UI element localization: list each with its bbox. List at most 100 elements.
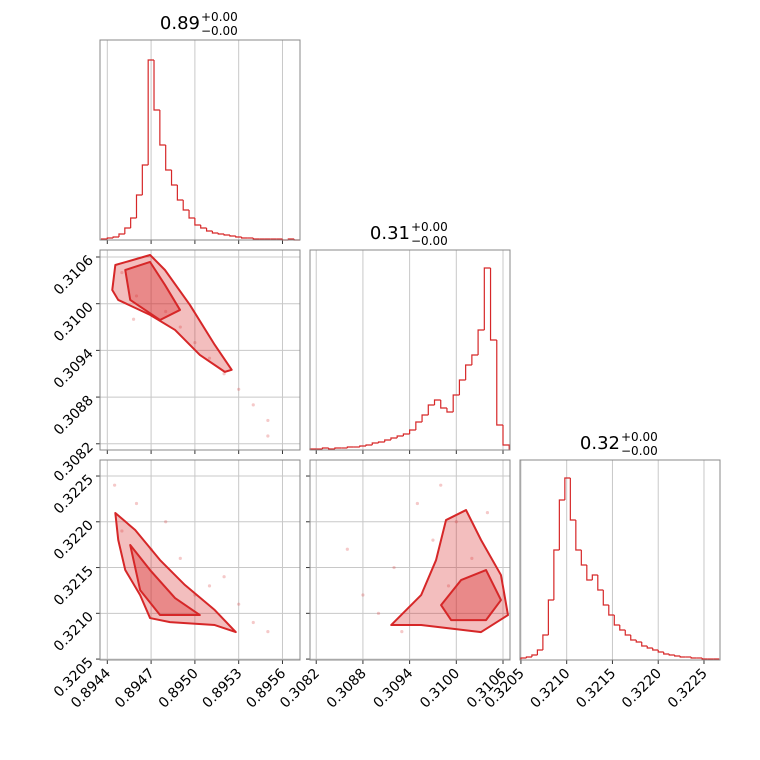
histogram-bin <box>635 640 642 643</box>
panel-frame <box>309 459 511 661</box>
x-tick-label: 0.3100 <box>417 666 463 712</box>
sample-point <box>178 556 182 560</box>
x-tick-label: 0.8953 <box>200 666 246 712</box>
sample-point <box>392 565 396 570</box>
title-upper: +0.00 <box>621 430 658 444</box>
histogram-bin <box>365 444 373 446</box>
x-tick-label: 0.8950 <box>156 666 202 712</box>
histogram-bin <box>229 235 236 237</box>
sample-point <box>134 294 139 298</box>
histogram-bin <box>489 268 497 341</box>
histogram-bin <box>359 445 367 447</box>
histogram-bin <box>641 642 648 647</box>
histogram-bin <box>211 231 219 234</box>
histogram-bin <box>182 200 190 211</box>
sample-point <box>439 483 443 487</box>
histogram-bin <box>135 194 143 218</box>
panel-frame <box>99 39 301 241</box>
y-tick-label: 0.3215 <box>51 563 97 609</box>
panel-frame <box>519 459 721 661</box>
x-tick-label: 0.3094 <box>370 665 416 711</box>
sample-point <box>251 403 255 407</box>
histogram-bin <box>409 429 416 434</box>
histogram-bin <box>657 650 664 653</box>
histogram-bin <box>252 238 260 240</box>
sample-point <box>470 556 474 560</box>
histogram-bin <box>630 635 637 641</box>
histogram-bin <box>334 447 342 449</box>
histogram-bin <box>542 634 549 650</box>
histogram-bin <box>130 217 137 228</box>
sample-point <box>193 341 197 345</box>
panel-title: 0.32 <box>580 433 620 454</box>
panel-frame <box>99 459 301 661</box>
histogram-bin <box>690 657 697 659</box>
sample-point <box>222 372 226 376</box>
histogram-bin <box>124 227 131 234</box>
sample-point <box>376 611 381 615</box>
histogram-bin <box>118 233 125 237</box>
y-tick-label: 0.3210 <box>51 609 97 655</box>
y-tick-label: 0.3094 <box>51 346 97 392</box>
sample-point <box>164 520 168 524</box>
histogram-bin <box>147 59 155 165</box>
sample-point <box>446 584 451 588</box>
sample-point <box>207 356 212 360</box>
histogram-bin <box>321 447 329 449</box>
sample-point <box>431 538 435 542</box>
histogram-bin <box>564 477 571 500</box>
histogram-bin <box>525 656 532 658</box>
histogram-bin <box>458 379 466 395</box>
histogram-bin <box>415 421 423 430</box>
histogram-bin <box>586 565 593 581</box>
histogram-bin <box>465 364 472 380</box>
density-contour <box>390 509 509 634</box>
histogram-bin <box>701 658 708 660</box>
histogram-bin <box>483 267 491 330</box>
histogram-bin <box>452 394 460 412</box>
histogram-bin <box>580 550 587 566</box>
histogram-bin <box>446 408 454 413</box>
histogram-bin <box>674 655 681 657</box>
histogram-bin <box>477 329 485 355</box>
density-contour <box>114 511 237 634</box>
sample-point <box>120 529 124 533</box>
histogram-bin <box>371 442 379 445</box>
density-contour <box>129 544 201 617</box>
histogram-bin <box>141 164 149 195</box>
histogram-bin <box>496 340 503 426</box>
x-tick-label: 0.3220 <box>619 666 665 712</box>
sample-point <box>237 602 241 606</box>
histogram-bin <box>597 575 604 591</box>
histogram-bin <box>241 237 248 239</box>
histogram-bin <box>558 499 565 550</box>
histogram-bin <box>520 657 527 660</box>
panel-title: 0.89 <box>160 13 200 34</box>
histogram-bin <box>471 354 479 365</box>
histogram-bin <box>646 646 653 649</box>
histogram-bin <box>536 649 543 655</box>
histogram-bin <box>328 448 335 450</box>
histogram-bin <box>668 654 675 656</box>
y-tick-label: 0.3100 <box>51 299 97 345</box>
sample-point <box>134 501 139 506</box>
histogram-bin <box>159 110 166 146</box>
histogram-bin <box>112 236 119 238</box>
histogram-bin <box>440 400 447 409</box>
panel-frame <box>99 249 301 451</box>
histogram-bin <box>235 236 242 238</box>
histogram-bin <box>205 228 213 232</box>
sample-point <box>266 630 270 634</box>
histogram-bin <box>553 549 560 600</box>
histogram-bin <box>433 399 441 405</box>
sample-point <box>415 501 419 506</box>
histogram-bin <box>619 625 626 631</box>
y-tick-label: 0.3220 <box>51 517 97 563</box>
density-contour <box>440 569 502 622</box>
sample-point <box>237 387 241 391</box>
x-tick-label: 0.3225 <box>665 666 711 712</box>
sample-point <box>345 547 349 551</box>
histogram-bin <box>613 615 620 626</box>
title-lower: −0.00 <box>621 444 658 458</box>
histogram-bin <box>223 234 230 236</box>
